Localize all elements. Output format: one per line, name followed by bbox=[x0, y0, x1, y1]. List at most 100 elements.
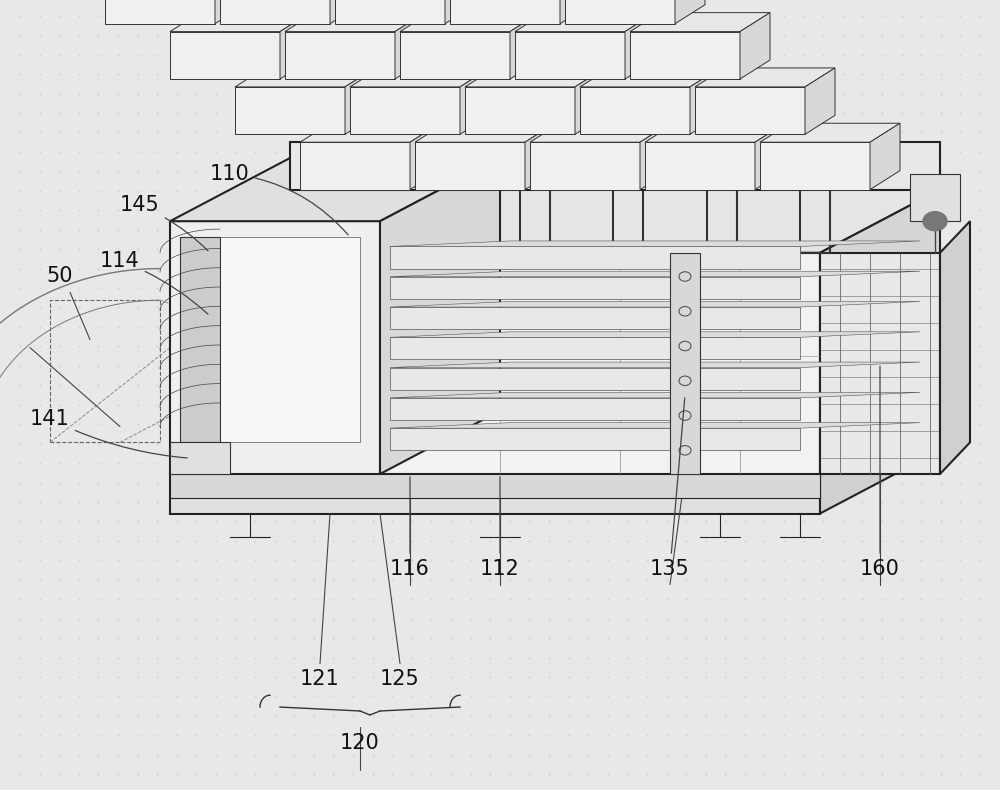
Circle shape bbox=[195, 275, 205, 283]
Polygon shape bbox=[675, 0, 705, 24]
Polygon shape bbox=[180, 237, 220, 442]
Polygon shape bbox=[630, 13, 770, 32]
Polygon shape bbox=[760, 142, 870, 190]
Polygon shape bbox=[170, 442, 230, 474]
Polygon shape bbox=[400, 13, 540, 32]
Polygon shape bbox=[390, 241, 920, 246]
Polygon shape bbox=[820, 253, 940, 474]
Polygon shape bbox=[575, 68, 605, 134]
Polygon shape bbox=[170, 474, 820, 514]
Polygon shape bbox=[390, 393, 920, 398]
Polygon shape bbox=[280, 13, 310, 79]
Polygon shape bbox=[390, 428, 800, 450]
Polygon shape bbox=[465, 68, 605, 87]
Polygon shape bbox=[170, 32, 280, 79]
Polygon shape bbox=[335, 0, 445, 24]
Polygon shape bbox=[625, 13, 655, 79]
Polygon shape bbox=[565, 0, 675, 24]
Polygon shape bbox=[350, 68, 490, 87]
Polygon shape bbox=[910, 174, 960, 221]
Polygon shape bbox=[390, 337, 800, 359]
Polygon shape bbox=[580, 68, 720, 87]
Circle shape bbox=[195, 301, 205, 309]
Circle shape bbox=[195, 404, 205, 412]
Polygon shape bbox=[525, 123, 555, 190]
Circle shape bbox=[195, 327, 205, 335]
Polygon shape bbox=[285, 13, 425, 32]
Polygon shape bbox=[390, 362, 920, 367]
Polygon shape bbox=[760, 123, 900, 142]
Polygon shape bbox=[220, 0, 330, 24]
Polygon shape bbox=[380, 253, 820, 474]
Polygon shape bbox=[515, 32, 625, 79]
Polygon shape bbox=[170, 221, 380, 474]
Circle shape bbox=[923, 212, 947, 231]
Text: 116: 116 bbox=[390, 477, 430, 579]
Polygon shape bbox=[445, 0, 475, 24]
Polygon shape bbox=[630, 32, 740, 79]
Polygon shape bbox=[215, 0, 245, 24]
Polygon shape bbox=[640, 123, 670, 190]
Circle shape bbox=[195, 352, 205, 360]
Circle shape bbox=[195, 431, 205, 438]
Polygon shape bbox=[330, 0, 360, 24]
Circle shape bbox=[195, 249, 205, 257]
Polygon shape bbox=[290, 142, 940, 190]
Text: 114: 114 bbox=[100, 250, 208, 314]
Text: 135: 135 bbox=[650, 398, 690, 579]
Text: 160: 160 bbox=[860, 367, 900, 579]
Polygon shape bbox=[390, 398, 800, 420]
Polygon shape bbox=[390, 276, 800, 299]
Polygon shape bbox=[695, 87, 805, 134]
Polygon shape bbox=[805, 68, 835, 134]
Polygon shape bbox=[105, 0, 215, 24]
Text: 145: 145 bbox=[120, 195, 208, 251]
Polygon shape bbox=[415, 142, 525, 190]
Polygon shape bbox=[870, 123, 900, 190]
Polygon shape bbox=[465, 87, 575, 134]
Polygon shape bbox=[940, 221, 970, 474]
Polygon shape bbox=[410, 123, 440, 190]
Polygon shape bbox=[645, 142, 755, 190]
Polygon shape bbox=[560, 0, 590, 24]
Polygon shape bbox=[690, 68, 720, 134]
Polygon shape bbox=[350, 87, 460, 134]
Polygon shape bbox=[740, 13, 770, 79]
Polygon shape bbox=[170, 474, 820, 498]
Polygon shape bbox=[510, 13, 540, 79]
Polygon shape bbox=[170, 158, 500, 221]
Polygon shape bbox=[235, 87, 345, 134]
Polygon shape bbox=[380, 158, 500, 474]
Polygon shape bbox=[415, 123, 555, 142]
Polygon shape bbox=[390, 423, 920, 428]
Polygon shape bbox=[820, 411, 940, 514]
Text: 110: 110 bbox=[210, 164, 348, 235]
Text: 141: 141 bbox=[30, 408, 187, 458]
Polygon shape bbox=[755, 123, 785, 190]
Polygon shape bbox=[580, 87, 690, 134]
Polygon shape bbox=[170, 411, 940, 474]
Polygon shape bbox=[395, 13, 425, 79]
Polygon shape bbox=[380, 190, 940, 253]
Text: 125: 125 bbox=[380, 669, 420, 690]
Polygon shape bbox=[390, 367, 800, 389]
Text: 50: 50 bbox=[47, 266, 73, 287]
Polygon shape bbox=[820, 190, 940, 474]
Polygon shape bbox=[460, 68, 490, 134]
Polygon shape bbox=[530, 123, 670, 142]
Polygon shape bbox=[390, 246, 800, 269]
Polygon shape bbox=[450, 0, 560, 24]
Polygon shape bbox=[645, 123, 785, 142]
Text: 112: 112 bbox=[480, 477, 520, 579]
Polygon shape bbox=[400, 32, 510, 79]
Polygon shape bbox=[530, 142, 640, 190]
Polygon shape bbox=[390, 307, 800, 329]
Text: 120: 120 bbox=[340, 732, 380, 753]
Text: 121: 121 bbox=[300, 669, 340, 690]
Polygon shape bbox=[670, 253, 700, 474]
Polygon shape bbox=[390, 332, 920, 337]
Circle shape bbox=[195, 378, 205, 386]
Polygon shape bbox=[190, 237, 360, 442]
Polygon shape bbox=[390, 271, 920, 276]
Polygon shape bbox=[300, 142, 410, 190]
